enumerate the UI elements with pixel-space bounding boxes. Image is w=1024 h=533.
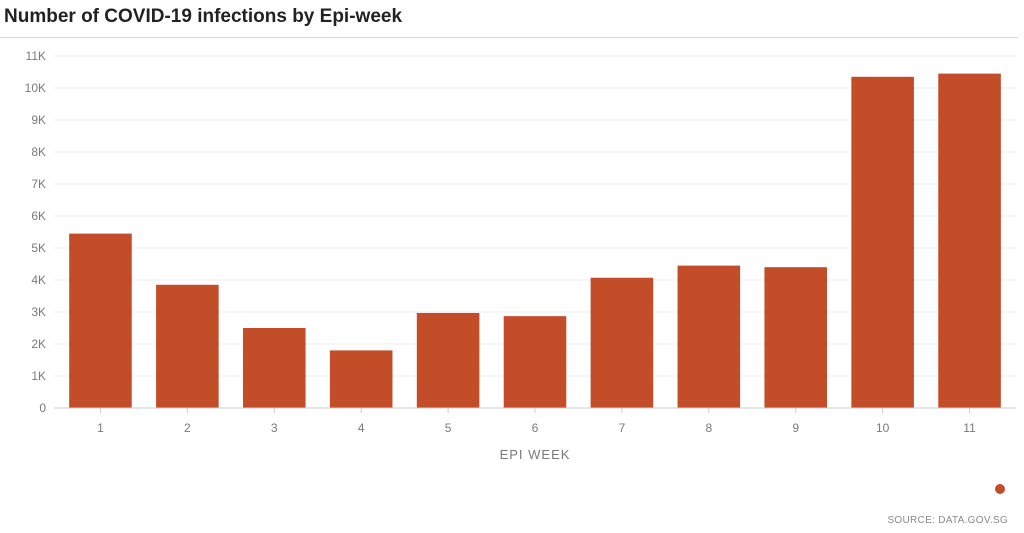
- bar: [69, 233, 132, 408]
- y-tick-label: 4K: [31, 273, 46, 287]
- y-tick-label: 11K: [26, 49, 46, 63]
- x-axis-label: EPI WEEK: [500, 447, 571, 462]
- y-tick-label: 0: [39, 401, 46, 415]
- y-tick-label: 9K: [31, 113, 46, 127]
- bar: [590, 277, 654, 408]
- legend-marker: [995, 484, 1005, 494]
- x-tick-label: 6: [532, 421, 539, 435]
- bar: [938, 73, 1001, 408]
- title-divider: [0, 37, 1018, 38]
- x-tick-label: 11: [963, 421, 976, 435]
- x-axis-ticks: 1 2 3 4 5 6 7 8 9 10 11: [97, 408, 976, 435]
- x-tick-label: 8: [705, 421, 712, 435]
- bar: [677, 265, 741, 408]
- bars: [69, 73, 1001, 409]
- x-tick-label: 5: [445, 421, 452, 435]
- bar: [242, 328, 306, 408]
- x-tick-label: 7: [619, 421, 626, 435]
- bar: [851, 76, 914, 409]
- x-tick-label: 4: [358, 421, 365, 435]
- chart-title: Number of COVID-19 infections by Epi-wee…: [4, 6, 403, 27]
- bar: [416, 312, 480, 408]
- x-tick-label: 9: [792, 421, 799, 435]
- y-tick-label: 10K: [25, 81, 46, 95]
- bar: [156, 284, 219, 408]
- bar: [503, 316, 567, 408]
- y-axis-ticks: 0 1K 2K 3K 4K 5K 6K 7K 8K 9K 10K 11K: [25, 49, 47, 415]
- y-tick-label: 8K: [31, 145, 46, 159]
- source-note: SOURCE: DATA.GOV.SG: [887, 515, 1008, 526]
- x-tick-label: 2: [184, 421, 191, 435]
- bar: [329, 350, 393, 408]
- y-tick-label: 1K: [31, 369, 46, 383]
- x-tick-label: 10: [876, 421, 890, 435]
- x-tick-label: 3: [271, 421, 278, 435]
- y-tick-label: 7K: [31, 177, 46, 191]
- x-tick-label: 1: [97, 421, 104, 435]
- bar: [764, 267, 828, 408]
- y-tick-label: 3K: [31, 305, 46, 319]
- y-tick-label: 6K: [31, 209, 46, 223]
- y-tick-label: 2K: [31, 337, 46, 351]
- y-tick-label: 5K: [31, 241, 46, 255]
